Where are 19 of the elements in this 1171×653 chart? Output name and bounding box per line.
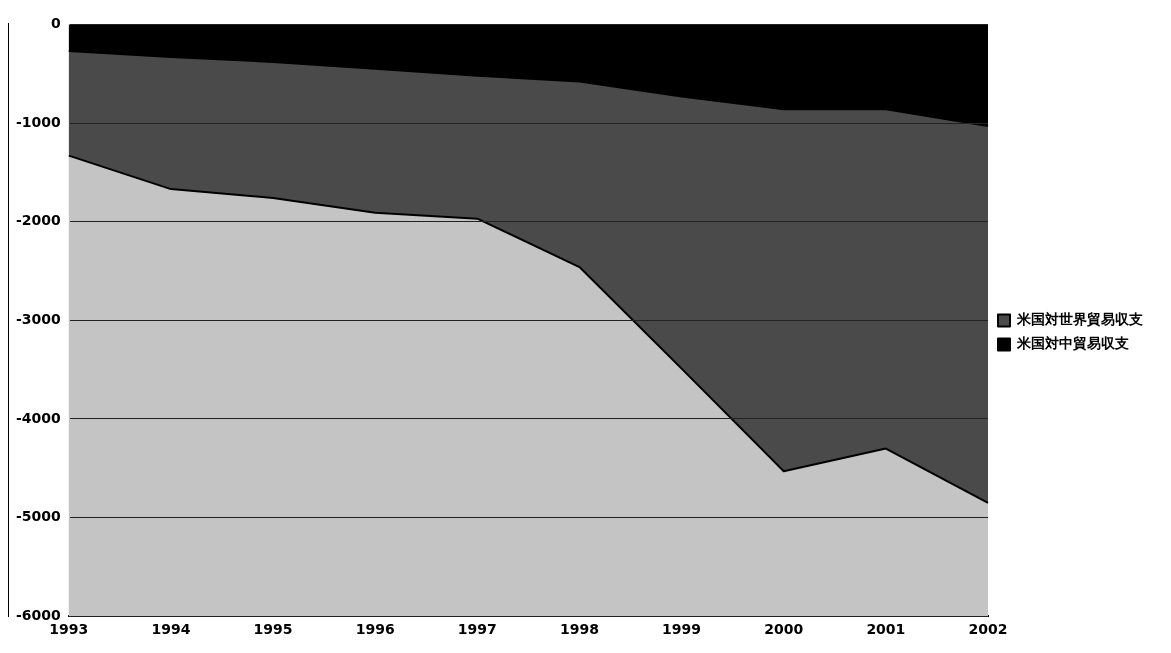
x-tick-label: 1994	[151, 621, 191, 638]
x-tick-label: 1993	[49, 621, 89, 638]
y-tick-label: 0	[51, 15, 62, 32]
x-tick-label: 1997	[457, 621, 497, 638]
x-tick-label: 1999	[662, 621, 702, 638]
y-tick-label: -6000	[15, 606, 62, 623]
y-tick-label: -5000	[15, 508, 62, 525]
x-tick-label: 1996	[355, 621, 395, 638]
x-tick-label: 2002	[968, 621, 1008, 638]
y-tick-label: -2000	[15, 212, 62, 229]
x-tick-label: 2001	[866, 621, 906, 638]
x-tick-label: 1995	[253, 621, 293, 638]
legend-label: 米国対世界貿易収支	[1016, 311, 1143, 328]
y-tick-label: -1000	[15, 113, 62, 130]
y-tick-label: -4000	[15, 409, 62, 426]
x-tick-label: 1998	[559, 621, 599, 638]
legend-label: 米国対中貿易収支	[1016, 335, 1129, 352]
y-tick-label: -3000	[15, 310, 62, 327]
x-tick-label: 2000	[764, 621, 804, 638]
